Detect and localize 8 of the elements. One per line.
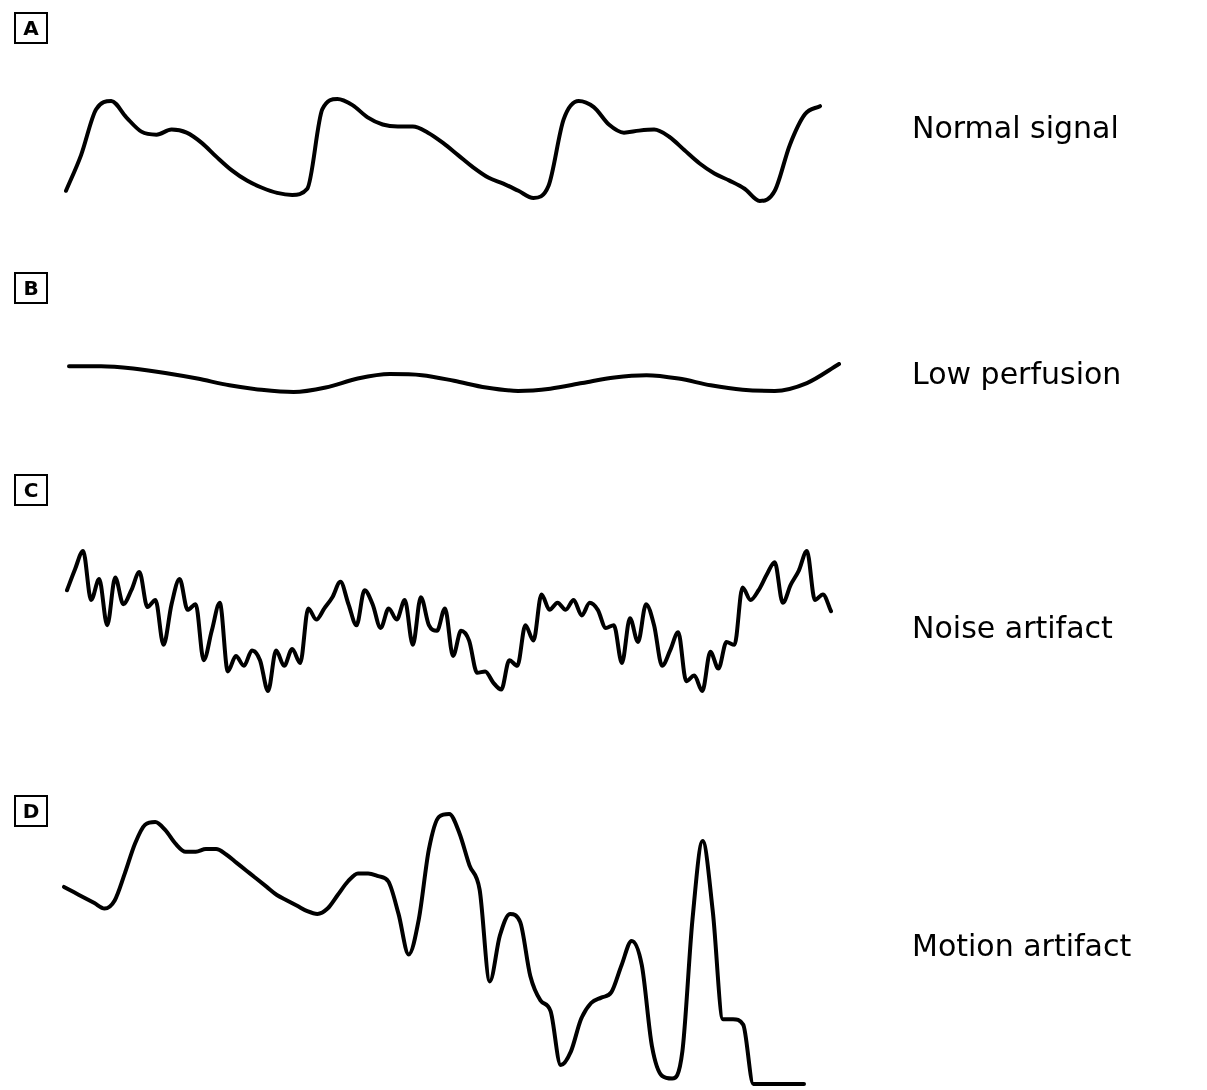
chart-title: C [14,474,48,506]
text: Low perfusion [912,356,1122,392]
chart-title: A [14,12,48,44]
chart-title: D [14,795,48,827]
text: Noise artifact [912,610,1113,646]
chart-title: B [14,272,48,304]
text: Motion artifact [912,928,1132,964]
text: Normal signal [912,110,1119,146]
